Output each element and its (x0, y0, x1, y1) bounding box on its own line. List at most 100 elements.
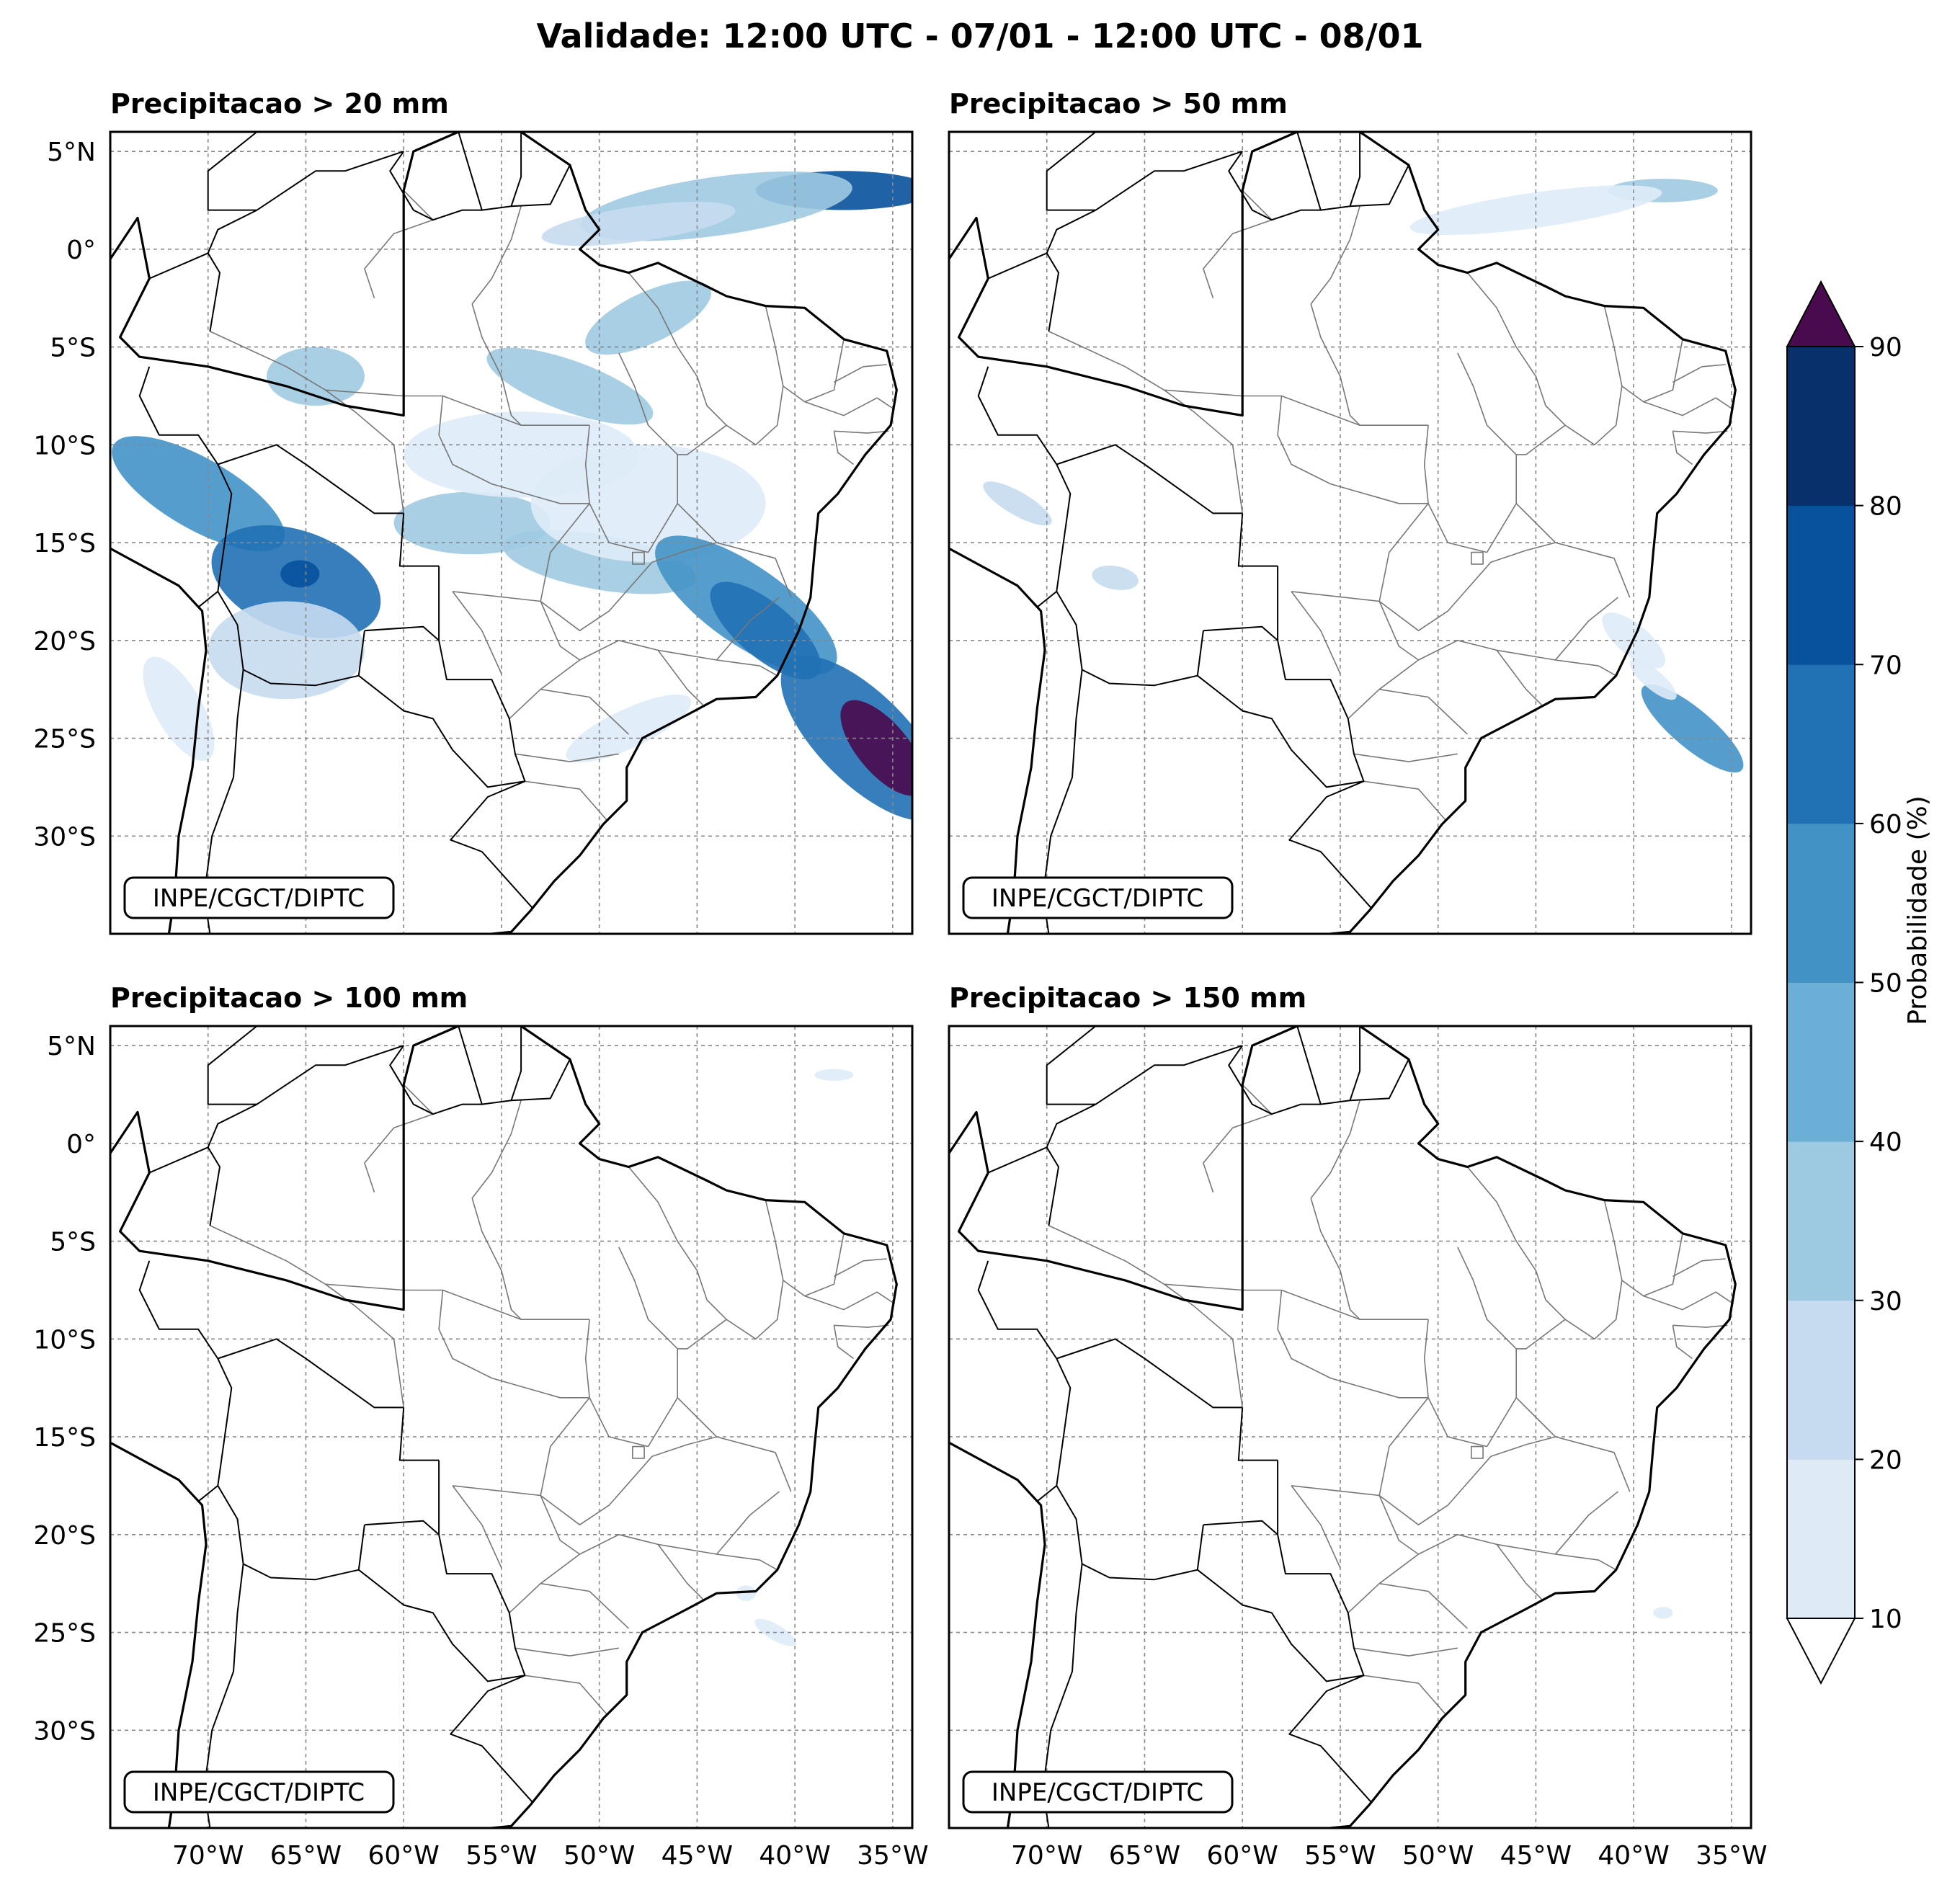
colorbar-extend-max (1786, 280, 1856, 347)
state-border (1363, 780, 1447, 821)
probability-area (736, 1585, 756, 1602)
country-border (511, 1058, 571, 1102)
map-frame (109, 130, 914, 935)
country-border (1296, 132, 1361, 211)
country-border (987, 252, 1059, 332)
map-area (949, 132, 1751, 934)
country-border (217, 1485, 360, 1581)
probability-area (840, 700, 912, 796)
probability-area (585, 280, 711, 355)
credit-box (123, 1770, 395, 1814)
state-border (657, 1543, 778, 1571)
lat-tick-label: 20°S (33, 627, 96, 656)
probability-area (486, 347, 654, 425)
state-border (726, 1200, 784, 1340)
state-border (632, 551, 645, 565)
country-border (1056, 444, 1243, 514)
state-border (1564, 1200, 1623, 1340)
state-border (525, 1675, 608, 1716)
state-border (471, 1198, 522, 1320)
lat-tick-label: 5°N (47, 138, 96, 167)
lat-tick-label: 10°S (33, 431, 96, 460)
state-border (1496, 649, 1617, 677)
country-border (450, 1675, 534, 1804)
state-border (514, 753, 619, 762)
credit-text: INPE/CGCT/DIPTC (153, 1778, 365, 1807)
state-border (579, 1534, 704, 1600)
state-border (1643, 1291, 1734, 1311)
state-border (1564, 306, 1623, 446)
credit-text: INPE/CGCT/DIPTC (992, 884, 1203, 913)
probability-area (541, 201, 736, 246)
country-border (1288, 780, 1373, 909)
country-border (1056, 591, 1198, 687)
lat-tick-label: 20°S (33, 1521, 96, 1551)
colorbar-tick-label: 50 (1869, 969, 1902, 999)
state-border (1363, 1675, 1447, 1716)
probability-area (112, 436, 285, 552)
state-border (1672, 1325, 1693, 1360)
map-background (949, 132, 1751, 934)
country-border (1046, 209, 1097, 254)
country-border (1056, 1338, 1243, 1409)
map-panel: Precipitacao > 50 mm INPE/CGCT/DIPTC (948, 88, 1752, 935)
state-border (453, 503, 590, 602)
state-border (514, 1647, 619, 1657)
lat-tick-label: 0° (66, 1130, 96, 1159)
credit-box (962, 876, 1234, 919)
state-border (618, 1247, 678, 1448)
map-background (949, 1026, 1751, 1828)
state-border (1277, 396, 1429, 504)
state-border (804, 397, 896, 416)
country-border (458, 132, 522, 211)
map-frame (948, 130, 1752, 935)
state-border (628, 1166, 727, 1350)
country-border (148, 252, 220, 332)
state-border (1554, 1491, 1618, 1555)
credit-box (123, 876, 395, 919)
state-border (471, 303, 522, 426)
country-border (511, 164, 571, 208)
lon-tick-label: 60°W (368, 1841, 439, 1871)
coastline-west (949, 547, 1046, 934)
state-border (364, 1084, 434, 1192)
probability-area (208, 601, 365, 700)
country-border (398, 513, 440, 567)
state-border (452, 1485, 502, 1569)
state-border (1310, 303, 1360, 426)
probability-area (1409, 185, 1662, 236)
state-border (438, 396, 590, 504)
country-border (450, 780, 534, 909)
state-border (1672, 1324, 1728, 1328)
state-border (1353, 753, 1458, 762)
map-panel: Precipitacao > 20 mm INPE/CGCT/DIPTC 5°N 0°… (33, 88, 914, 935)
coastline (949, 132, 1737, 934)
country-border (389, 1045, 482, 1115)
probability-area (814, 1069, 854, 1081)
state-border (632, 1445, 645, 1459)
lat-tick-label: 0° (66, 236, 96, 265)
country-border (257, 151, 404, 211)
state-border (1457, 1247, 1517, 1448)
state-border (540, 542, 717, 631)
state-border (1291, 503, 1429, 602)
coastline (949, 1026, 1737, 1828)
lat-tick-label: 30°S (33, 1716, 96, 1746)
country-border (207, 132, 258, 211)
country-border (148, 1146, 220, 1226)
colorbar-segment (1787, 982, 1855, 1142)
lat-tick-label: 5°S (50, 1228, 96, 1257)
lat-tick-label: 15°S (33, 529, 96, 558)
state-border (540, 1582, 629, 1629)
state-border (1672, 430, 1728, 434)
panel-title: Precipitacao > 20 mm (110, 88, 449, 120)
state-border (325, 1283, 404, 1408)
state-border (453, 1397, 590, 1497)
lon-tick-label: 50°W (564, 1841, 635, 1871)
figure-title: Validade: 12:00 UTC - 07/01 - 12:00 UTC … (536, 17, 1423, 55)
state-border (1672, 364, 1726, 383)
colorbar-segment (1787, 664, 1855, 824)
lon-tick-label: 40°W (759, 1841, 830, 1871)
probability-area (566, 694, 692, 763)
country-border (1350, 1058, 1409, 1102)
